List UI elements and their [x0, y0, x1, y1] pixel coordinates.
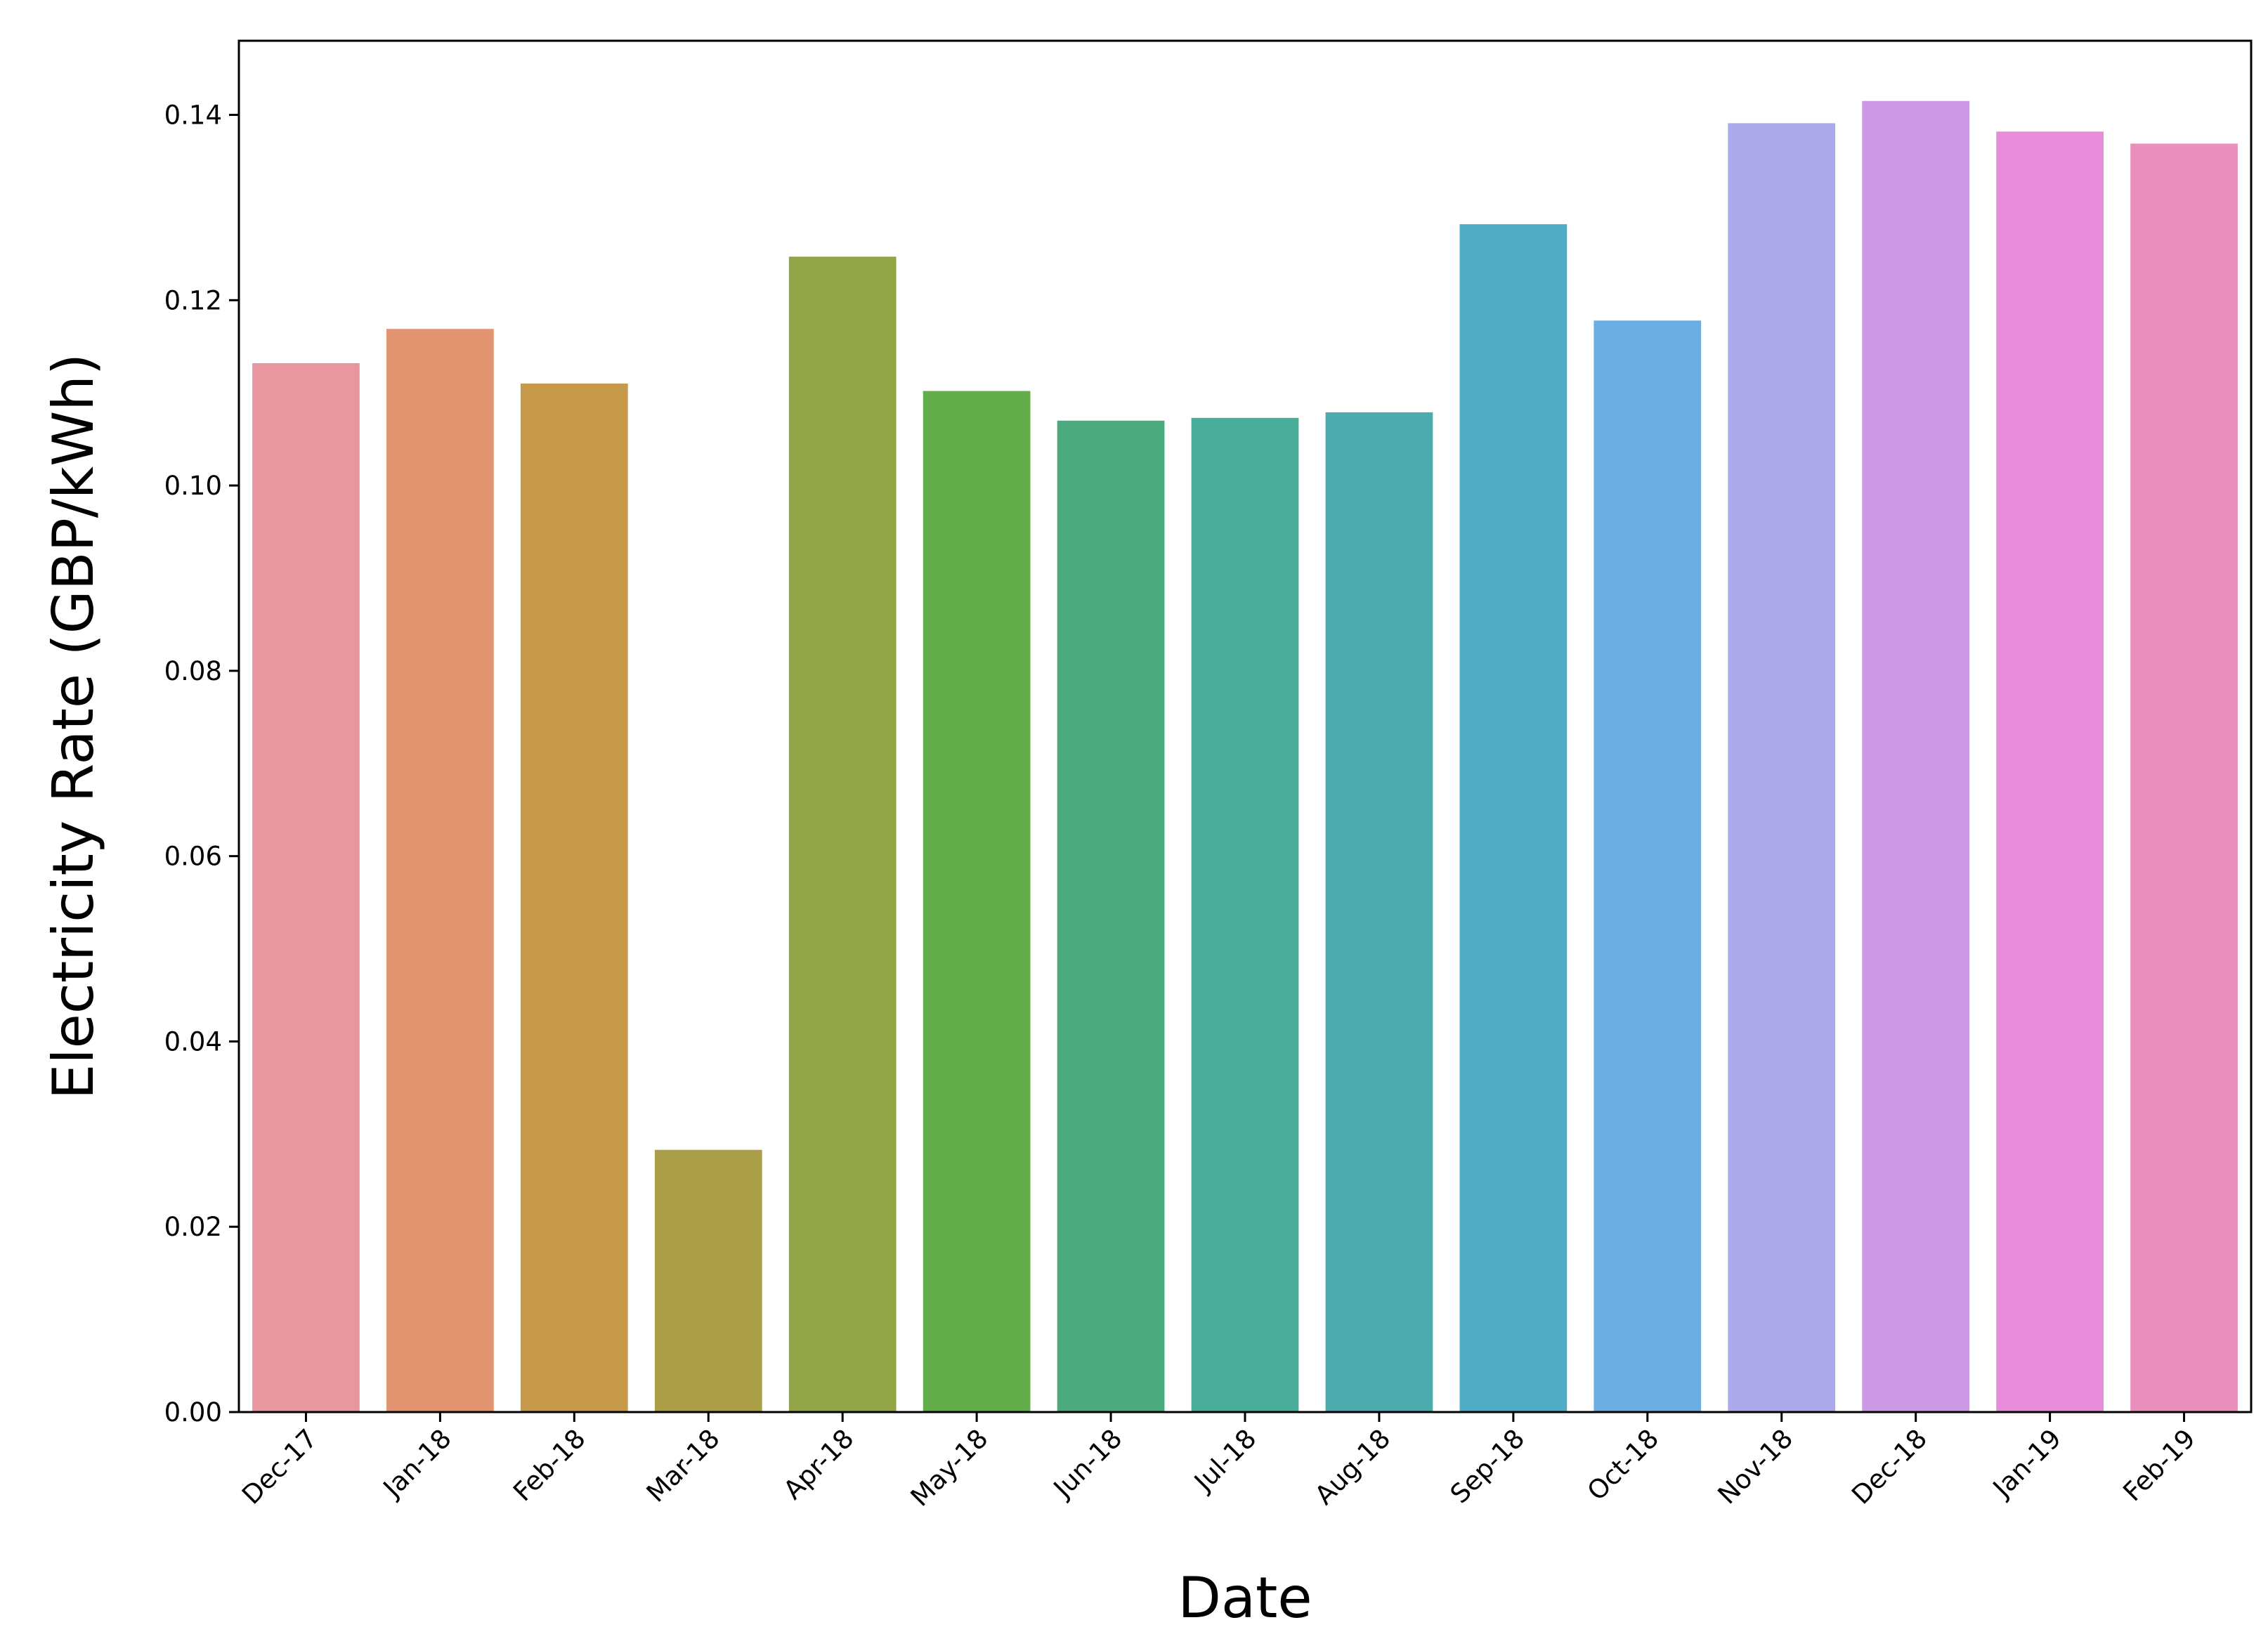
- bar-dec-18: [1862, 100, 1970, 1412]
- x-axis-title: Date: [1178, 1565, 1312, 1631]
- y-tick-label: 0.12: [164, 285, 222, 315]
- bar-feb-19: [2130, 143, 2238, 1412]
- y-tick-label: 0.08: [164, 656, 222, 686]
- bar-mar-18: [654, 1149, 762, 1412]
- bar-sep-18: [1459, 224, 1568, 1412]
- bar-oct-18: [1594, 320, 1702, 1413]
- bar-dec-17: [252, 362, 360, 1412]
- y-tick-label: 0.10: [164, 471, 222, 501]
- y-tick-label: 0.14: [164, 100, 222, 131]
- y-tick-label: 0.06: [164, 842, 222, 872]
- y-axis-title: Electricity Rate (GBP/kWh): [41, 353, 106, 1099]
- bar-aug-18: [1325, 412, 1433, 1412]
- bars-group: [252, 100, 2238, 1413]
- y-tick-label: 0.00: [164, 1397, 222, 1428]
- y-axis: 0.00 0.02 0.04 0.06 0.08 0.10 0.12 0.14: [164, 100, 239, 1428]
- bar-may-18: [923, 391, 1031, 1413]
- bar-apr-18: [788, 256, 897, 1412]
- bar-feb-18: [520, 384, 628, 1412]
- bar-jul-18: [1191, 417, 1299, 1412]
- y-tick-label: 0.02: [164, 1212, 222, 1242]
- bar-nov-18: [1728, 123, 1836, 1412]
- bar-jan-19: [1996, 131, 2104, 1413]
- bar-jun-18: [1057, 420, 1165, 1412]
- y-tick-label: 0.04: [164, 1026, 222, 1057]
- bar-jan-18: [386, 329, 494, 1412]
